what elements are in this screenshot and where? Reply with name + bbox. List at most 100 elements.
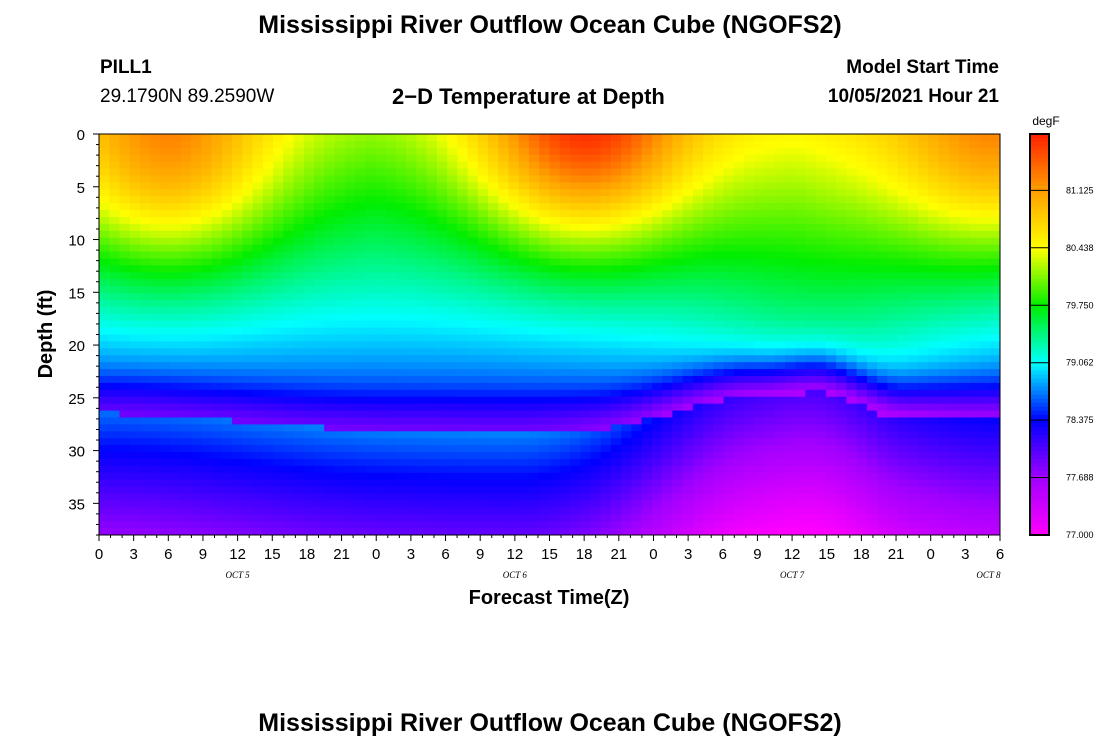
heatmap-cell (191, 265, 202, 273)
heatmap-cell (580, 341, 592, 349)
heatmap-cell (590, 403, 602, 412)
heatmap-cell (764, 417, 776, 425)
heatmap-cell (180, 521, 192, 529)
heatmap-cell (641, 140, 653, 149)
heatmap-cell (590, 154, 602, 163)
heatmap-cell (334, 410, 346, 419)
heatmap-cell (160, 279, 172, 287)
heatmap-cell (795, 389, 807, 398)
heatmap-cell (221, 196, 233, 204)
heatmap-cell (580, 237, 592, 246)
heatmap-cell (682, 279, 694, 287)
heatmap-cell (559, 272, 571, 280)
heatmap-cell (273, 147, 284, 156)
heatmap-cell (723, 334, 735, 343)
heatmap-cell (549, 306, 561, 315)
heatmap-cell (610, 528, 622, 535)
heatmap-cell (119, 210, 131, 218)
heatmap-cell (232, 438, 243, 446)
heatmap-cell (703, 223, 714, 232)
heatmap-cell (774, 438, 786, 446)
heatmap-cell (825, 348, 837, 356)
heatmap-cell (314, 196, 325, 204)
heatmap-cell (354, 286, 366, 294)
heatmap-cell (354, 272, 366, 280)
heatmap-cell (692, 134, 704, 142)
heatmap-cell (385, 382, 397, 391)
heatmap-cell (928, 514, 940, 522)
heatmap-cell (221, 507, 233, 515)
heatmap-cell (201, 182, 213, 190)
heatmap-cell (744, 265, 755, 273)
heatmap-cell (692, 472, 704, 481)
heatmap-cell (416, 293, 428, 301)
heatmap-cell (385, 417, 397, 425)
heatmap-cell (365, 389, 377, 398)
heatmap-cell (590, 251, 602, 260)
heatmap-cell (662, 223, 673, 232)
heatmap-cell (764, 175, 776, 183)
heatmap-cell (170, 251, 182, 260)
heatmap-cell (641, 362, 653, 370)
heatmap-cell (856, 507, 868, 515)
heatmap-cell (897, 313, 909, 322)
heatmap-cell (232, 369, 243, 377)
heatmap-cell (426, 306, 438, 315)
heatmap-cell (559, 134, 571, 142)
heatmap-cell (518, 479, 530, 488)
heatmap-cell (713, 272, 725, 280)
heatmap-cell (365, 279, 377, 287)
heatmap-cell (733, 265, 745, 273)
heatmap-cell (518, 216, 530, 225)
heatmap-cell (815, 265, 827, 273)
heatmap-cell (539, 410, 551, 419)
heatmap-cell (221, 348, 233, 356)
heatmap-cell (365, 251, 377, 260)
heatmap-cell (375, 431, 387, 439)
heatmap-cell (262, 175, 274, 183)
heatmap-cell (354, 472, 366, 481)
heatmap-cell (600, 175, 612, 183)
heatmap-cell (559, 528, 571, 535)
heatmap-cell (293, 244, 305, 253)
heatmap-cell (682, 175, 694, 183)
heatmap-cell (703, 417, 714, 425)
heatmap-cell (365, 417, 377, 425)
heatmap-cell (651, 472, 663, 481)
heatmap-cell (631, 403, 643, 412)
heatmap-cell (600, 182, 612, 190)
heatmap-cell (232, 445, 243, 453)
heatmap-cell (283, 362, 295, 370)
heatmap-cell (324, 500, 336, 508)
heatmap-cell (232, 424, 243, 432)
heatmap-cell (211, 272, 223, 280)
heatmap-cell (846, 327, 858, 336)
heatmap-cell (928, 445, 940, 453)
heatmap-cell (139, 134, 151, 142)
heatmap-cell (344, 493, 356, 502)
heatmap-cell (303, 182, 315, 190)
heatmap-cell (467, 362, 479, 370)
heatmap-cell (651, 355, 663, 363)
heatmap-cell (590, 161, 602, 170)
heatmap-cell (273, 424, 284, 432)
heatmap-cell (416, 210, 428, 218)
heatmap-cell (754, 168, 766, 177)
heatmap-cell (569, 286, 581, 294)
heatmap-cell (744, 189, 755, 197)
heatmap-cell (406, 362, 417, 370)
heatmap-cell (580, 458, 592, 467)
heatmap-cell (529, 375, 540, 384)
heatmap-cell (877, 479, 888, 488)
heatmap-cell (488, 196, 499, 204)
heatmap-cell (180, 403, 192, 412)
heatmap-cell (795, 134, 807, 142)
heatmap-cell (375, 272, 387, 280)
heatmap-cell (488, 431, 499, 439)
heatmap-cell (416, 140, 428, 149)
heatmap-cell (252, 362, 264, 370)
heatmap-cell (784, 355, 796, 363)
heatmap-cell (221, 458, 233, 467)
heatmap-cell (508, 458, 520, 467)
heatmap-cell (191, 458, 202, 467)
